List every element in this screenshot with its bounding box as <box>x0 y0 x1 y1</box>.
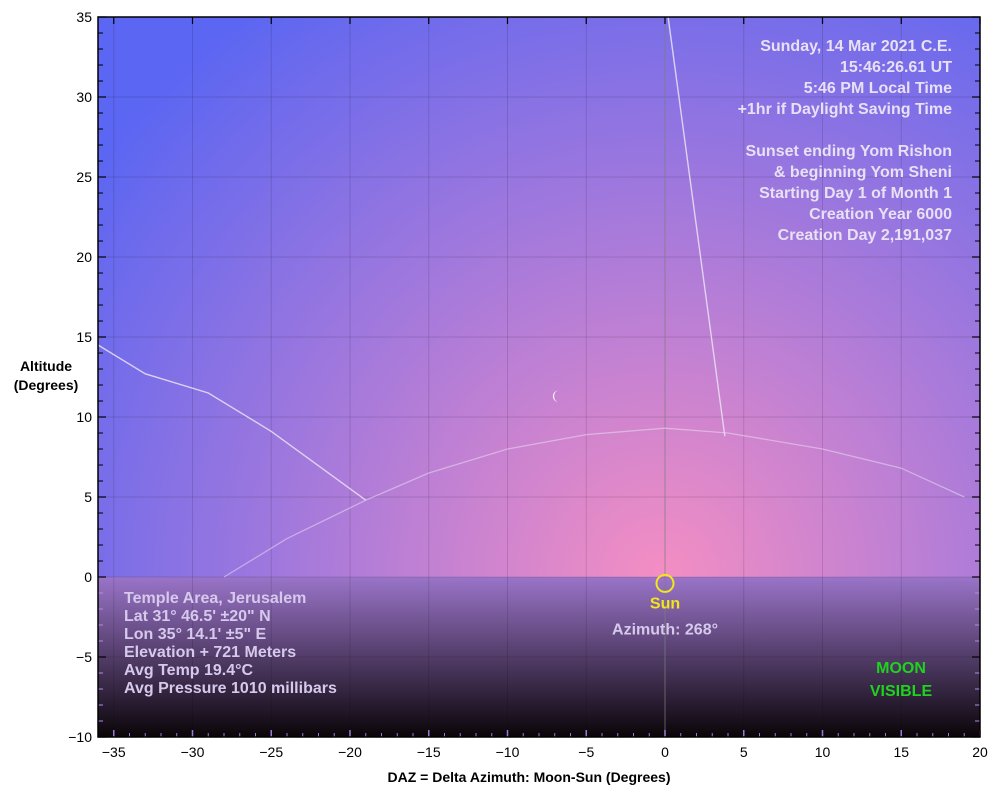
y-axis-title: Altitude <box>20 358 72 374</box>
location-info-line: Lat 31° 46.5' ±20" N <box>124 608 271 625</box>
moon-visible-status: VISIBLE <box>870 683 933 700</box>
moon-path-right <box>667 16 726 437</box>
curves <box>97 16 965 578</box>
moon-path-left <box>97 344 367 501</box>
y-tick-label: 15 <box>76 329 92 345</box>
date-info-line: Creation Year 6000 <box>809 206 952 223</box>
below-horizon-area <box>98 577 980 737</box>
x-axis-title: DAZ = Delta Azimuth: Moon-Sun (Degrees) <box>388 769 671 785</box>
y-tick-label: 25 <box>76 169 92 185</box>
y-tick-label: 35 <box>76 9 92 25</box>
date-info-line: 5:46 PM Local Time <box>804 80 952 97</box>
tick-labels: −35 −30 −25 −20 −15 −10 −5 0 5 10 15 20 35 30 25 20 15 10… <box>68 9 988 760</box>
date-info-line: +1hr if Daylight Saving Time <box>738 101 953 118</box>
y-tick-label: −5 <box>76 649 92 665</box>
sun-azimuth-label: Azimuth: 268° <box>612 621 718 638</box>
sun-icon <box>655 573 675 593</box>
date-info-line: Starting Day 1 of Month 1 <box>759 185 952 202</box>
grid-lines <box>98 17 980 737</box>
location-info-line: Avg Temp 19.4°C <box>124 662 254 679</box>
y-tick-label: −10 <box>68 729 92 745</box>
date-info-line: 15:46:26.61 UT <box>840 59 952 76</box>
plot-frame <box>97 16 981 738</box>
date-info-line: Creation Day 2,191,037 <box>778 227 952 244</box>
x-tick-label: −15 <box>417 744 441 760</box>
date-info-line: & beginning Yom Sheni <box>774 164 952 181</box>
x-tick-label: 10 <box>815 744 831 760</box>
y-axis-title: (Degrees) <box>14 377 79 393</box>
location-info-line: Avg Pressure 1010 millibars <box>124 680 337 697</box>
moon-crescent-icon <box>552 390 559 403</box>
y-tick-label: 30 <box>76 89 92 105</box>
x-tick-label: −20 <box>338 744 362 760</box>
axis-ticks <box>97 16 981 738</box>
sky-area <box>98 17 980 577</box>
y-tick-label: 0 <box>84 569 92 585</box>
y-tick-label: 5 <box>84 489 92 505</box>
location-info-line: Lon 35° 14.1' ±5" E <box>124 626 267 643</box>
x-tick-label: −10 <box>496 744 520 760</box>
x-tick-label: −30 <box>181 744 205 760</box>
y-tick-label: 10 <box>76 409 92 425</box>
x-tick-label: −5 <box>578 744 594 760</box>
x-tick-label: 5 <box>740 744 748 760</box>
location-info-line: Elevation + 721 Meters <box>124 644 296 661</box>
x-tick-label: 15 <box>893 744 909 760</box>
location-info-line: Temple Area, Jerusalem <box>124 590 306 607</box>
date-info-line: Sunset ending Yom Rishon <box>745 143 952 160</box>
sun-label: Sun <box>650 595 680 612</box>
moon-visible-status: MOON <box>876 660 926 677</box>
x-tick-label: 20 <box>972 744 988 760</box>
x-tick-label: 0 <box>661 744 669 760</box>
date-info-line: Sunday, 14 Mar 2021 C.E. <box>760 38 952 55</box>
y-tick-label: 20 <box>76 249 92 265</box>
x-tick-label: −25 <box>259 744 283 760</box>
ecliptic-arc <box>223 427 965 578</box>
x-tick-label: −35 <box>102 744 126 760</box>
